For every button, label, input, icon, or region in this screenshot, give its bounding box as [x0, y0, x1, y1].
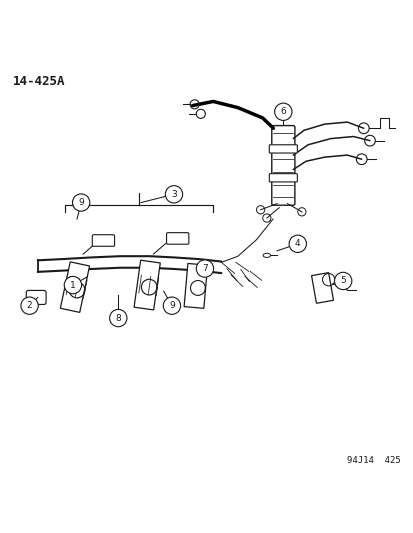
Text: 14-425A: 14-425A: [13, 75, 65, 87]
FancyBboxPatch shape: [268, 145, 297, 153]
Circle shape: [165, 185, 182, 203]
Text: 2: 2: [27, 301, 32, 310]
Polygon shape: [134, 260, 160, 310]
FancyBboxPatch shape: [92, 235, 114, 246]
Circle shape: [288, 235, 306, 253]
Text: 94J14  425: 94J14 425: [347, 456, 400, 465]
Circle shape: [109, 310, 127, 327]
Text: 7: 7: [202, 264, 207, 273]
Circle shape: [274, 103, 291, 120]
Circle shape: [64, 277, 81, 294]
Polygon shape: [60, 262, 89, 312]
FancyBboxPatch shape: [166, 233, 188, 244]
Text: 5: 5: [339, 277, 345, 286]
FancyBboxPatch shape: [268, 174, 297, 182]
FancyBboxPatch shape: [271, 126, 294, 205]
Circle shape: [72, 194, 90, 211]
Text: 4: 4: [294, 239, 300, 248]
Ellipse shape: [263, 253, 270, 257]
Text: 9: 9: [169, 301, 174, 310]
Circle shape: [334, 272, 351, 289]
Polygon shape: [311, 273, 333, 303]
Polygon shape: [184, 263, 207, 308]
Circle shape: [196, 260, 213, 277]
Text: 6: 6: [280, 107, 285, 116]
Text: 8: 8: [115, 313, 121, 322]
Circle shape: [21, 297, 38, 314]
Text: 3: 3: [171, 190, 176, 199]
FancyBboxPatch shape: [26, 290, 46, 304]
Text: 1: 1: [70, 280, 76, 289]
Circle shape: [163, 297, 180, 314]
Text: 9: 9: [78, 198, 84, 207]
